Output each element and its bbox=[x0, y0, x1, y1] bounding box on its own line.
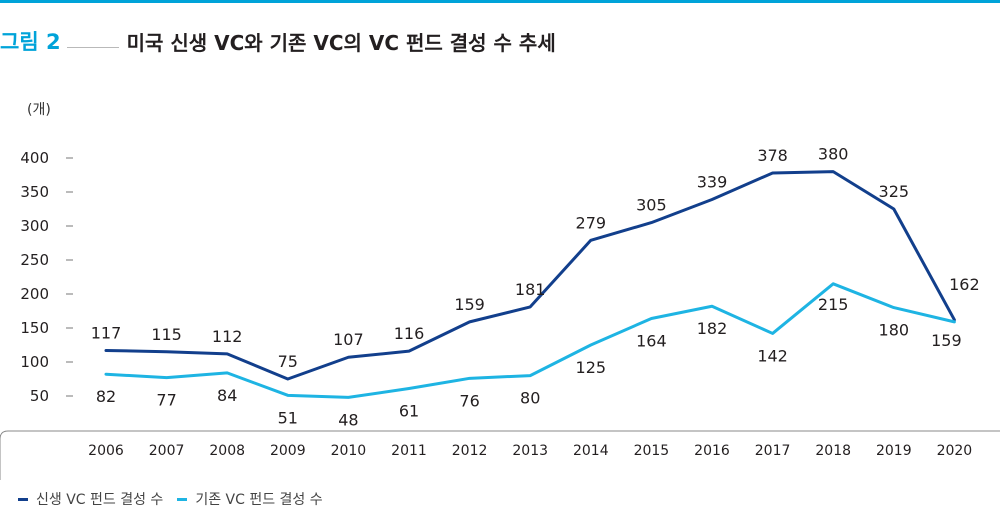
data-label: 80 bbox=[520, 389, 540, 408]
y-tick-label: 100 bbox=[20, 353, 49, 371]
data-label: 378 bbox=[757, 146, 788, 165]
y-axis-unit-label: (개) bbox=[27, 102, 51, 118]
x-axis-frame bbox=[0, 430, 1000, 480]
data-label: 61 bbox=[399, 402, 419, 421]
x-tick-label: 2020 bbox=[937, 443, 973, 459]
data-label: 112 bbox=[212, 327, 243, 346]
top-rule bbox=[0, 0, 1000, 3]
figure-title: 미국 신생 VC와 기존 VC의 VC 펀드 결성 수 추세 bbox=[126, 30, 556, 55]
data-label: 305 bbox=[636, 196, 667, 215]
legend-label-new-vc: 신생 VC 펀드 결성 수 bbox=[36, 492, 164, 508]
data-label: 117 bbox=[91, 323, 122, 342]
y-tick-label: 150 bbox=[20, 319, 49, 337]
x-tick-label: 2007 bbox=[149, 443, 185, 459]
data-label: 325 bbox=[879, 182, 910, 201]
data-label: 51 bbox=[278, 408, 298, 427]
data-label: 180 bbox=[879, 321, 910, 340]
x-tick-label: 2018 bbox=[815, 443, 851, 459]
x-tick-label: 2006 bbox=[88, 443, 124, 459]
x-tick-label: 2014 bbox=[573, 443, 609, 459]
legend-item-new-vc: 신생 VC 펀드 결성 수 bbox=[18, 489, 163, 509]
legend-item-existing-vc: 기존 VC 펀드 결성 수 bbox=[177, 489, 323, 509]
y-tick-label: 350 bbox=[20, 183, 49, 201]
data-label: 115 bbox=[151, 325, 182, 344]
data-label: 75 bbox=[278, 352, 298, 371]
data-label: 76 bbox=[459, 391, 479, 410]
x-tick-label: 2011 bbox=[391, 443, 427, 459]
data-label: 82 bbox=[96, 387, 116, 406]
y-tick-label: 50 bbox=[30, 387, 49, 405]
data-label: 116 bbox=[394, 324, 425, 343]
legend-label-existing-vc: 기존 VC 펀드 결성 수 bbox=[195, 492, 323, 508]
data-label: 142 bbox=[757, 346, 788, 365]
data-label: 215 bbox=[818, 295, 849, 314]
series-line-new-vc bbox=[104, 170, 956, 381]
legend-swatch-existing-vc bbox=[177, 497, 188, 501]
data-label: 48 bbox=[338, 410, 358, 429]
data-label: 84 bbox=[217, 386, 237, 405]
legend: 신생 VC 펀드 결성 수 기존 VC 펀드 결성 수 bbox=[18, 488, 337, 510]
data-label: 164 bbox=[636, 331, 667, 350]
data-label: 339 bbox=[697, 172, 728, 191]
y-tick-label: 200 bbox=[20, 285, 49, 303]
data-label: 380 bbox=[818, 145, 849, 164]
data-label: 159 bbox=[454, 295, 485, 314]
series-line-existing-vc bbox=[104, 282, 956, 399]
y-tick-label: 400 bbox=[20, 149, 49, 167]
data-label: 181 bbox=[515, 280, 546, 299]
figure-label: 그림 2 bbox=[0, 30, 61, 54]
figure-header: 그림 2 미국 신생 VC와 기존 VC의 VC 펀드 결성 수 추세 bbox=[0, 23, 556, 59]
data-label: 77 bbox=[156, 391, 176, 410]
x-tick-label: 2015 bbox=[634, 443, 670, 459]
data-label: 182 bbox=[697, 319, 728, 338]
x-tick-label: 2009 bbox=[270, 443, 306, 459]
data-label: 159 bbox=[931, 331, 962, 350]
data-label: 125 bbox=[576, 358, 607, 377]
legend-swatch-new-vc bbox=[18, 497, 28, 501]
data-label: 279 bbox=[576, 213, 607, 232]
x-tick-label: 2010 bbox=[331, 443, 367, 459]
y-tick-label: 300 bbox=[20, 217, 49, 235]
data-label: 107 bbox=[333, 330, 364, 349]
figure-title-separator bbox=[66, 46, 119, 48]
x-tick-label: 2012 bbox=[452, 443, 488, 459]
y-tick-label: 250 bbox=[20, 251, 49, 269]
x-tick-label: 2016 bbox=[694, 443, 730, 459]
x-tick-label: 2013 bbox=[512, 443, 548, 459]
data-label: 162 bbox=[949, 275, 980, 294]
x-tick-label: 2008 bbox=[209, 443, 245, 459]
x-tick-label: 2017 bbox=[755, 443, 791, 459]
x-tick-label: 2019 bbox=[876, 443, 912, 459]
